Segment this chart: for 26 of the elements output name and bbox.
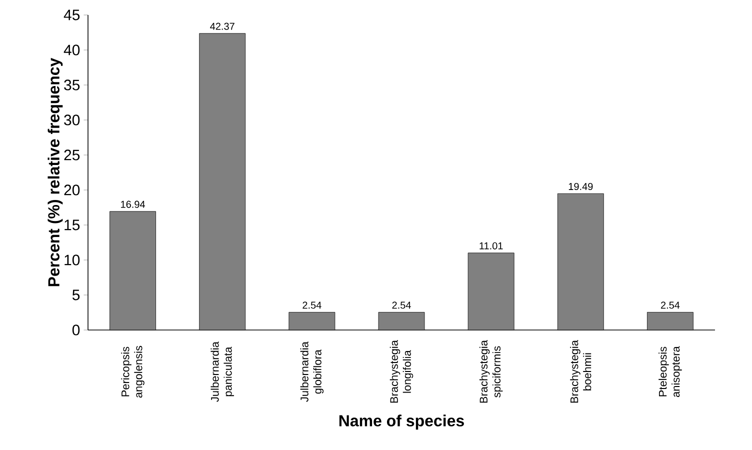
- x-tick-label: Pericopsis angolensis: [121, 346, 144, 398]
- y-tick-label: 10: [64, 254, 80, 266]
- data-label: 42.37: [210, 22, 234, 30]
- x-tick-label: Brachystegia boehmii: [570, 340, 592, 403]
- y-tick-label: 30: [64, 114, 80, 126]
- data-label: 2.54: [392, 302, 411, 309]
- data-label: 19.49: [568, 182, 593, 190]
- x-tick-label: Brachystegia spiciformis: [479, 340, 503, 403]
- x-tick-label: Brachystegia longifolia: [390, 340, 414, 403]
- data-label: 2.54: [660, 302, 680, 309]
- y-tick-label: 25: [64, 150, 80, 160]
- data-label: 11.01: [480, 242, 503, 250]
- y-tick-label: 5: [72, 290, 80, 300]
- y-tick-label: 20: [64, 184, 80, 196]
- data-label: 2.54: [302, 302, 322, 309]
- x-tick-label: Julbernardia paniculata: [210, 342, 234, 402]
- x-tick-label: Julbernardia globiflora: [300, 342, 324, 402]
- x-axis-title: Name of species: [339, 414, 464, 430]
- y-axis-title: Percent (%) relative frequency: [48, 58, 63, 286]
- y-tick-label: 45: [64, 10, 80, 20]
- y-tick-label: 15: [64, 220, 80, 230]
- y-tick-label: 40: [64, 44, 80, 56]
- data-label: 16.94: [121, 200, 146, 208]
- x-tick-label: Pteleopsis anisoptera: [658, 346, 682, 398]
- y-tick-label: 35: [64, 80, 80, 90]
- y-tick-label: 0: [72, 324, 80, 336]
